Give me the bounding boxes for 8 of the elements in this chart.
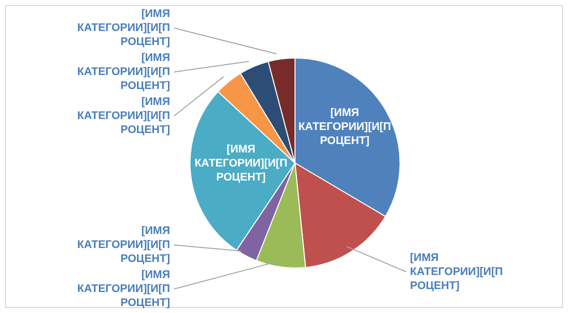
slice-label: [ИМЯ КАТЕГОРИИ][И[ПРОЦЕНТ] xyxy=(77,96,170,136)
slice-label: [ИМЯ КАТЕГОРИИ][И[ПРОЦЕНТ] xyxy=(410,252,503,292)
slice-label: [ИМЯ КАТЕГОРИИ][И[ПРОЦЕНТ] xyxy=(298,106,392,147)
slice-label: [ИМЯ КАТЕГОРИИ][И[ПРОЦЕНТ] xyxy=(194,144,288,184)
slice-label: [ИМЯ КАТЕГОРИИ][И[ПРОЦЕНТ] xyxy=(77,52,170,92)
slice-label: [ИМЯ КАТЕГОРИИ][И[ПРОЦЕНТ] xyxy=(77,8,170,48)
slice-label: [ИМЯ КАТЕГОРИИ][И[ПРОЦЕНТ] xyxy=(77,224,170,265)
slice-label: [ИМЯ КАТЕГОРИИ][И[ПРОЦЕНТ] xyxy=(77,268,170,309)
